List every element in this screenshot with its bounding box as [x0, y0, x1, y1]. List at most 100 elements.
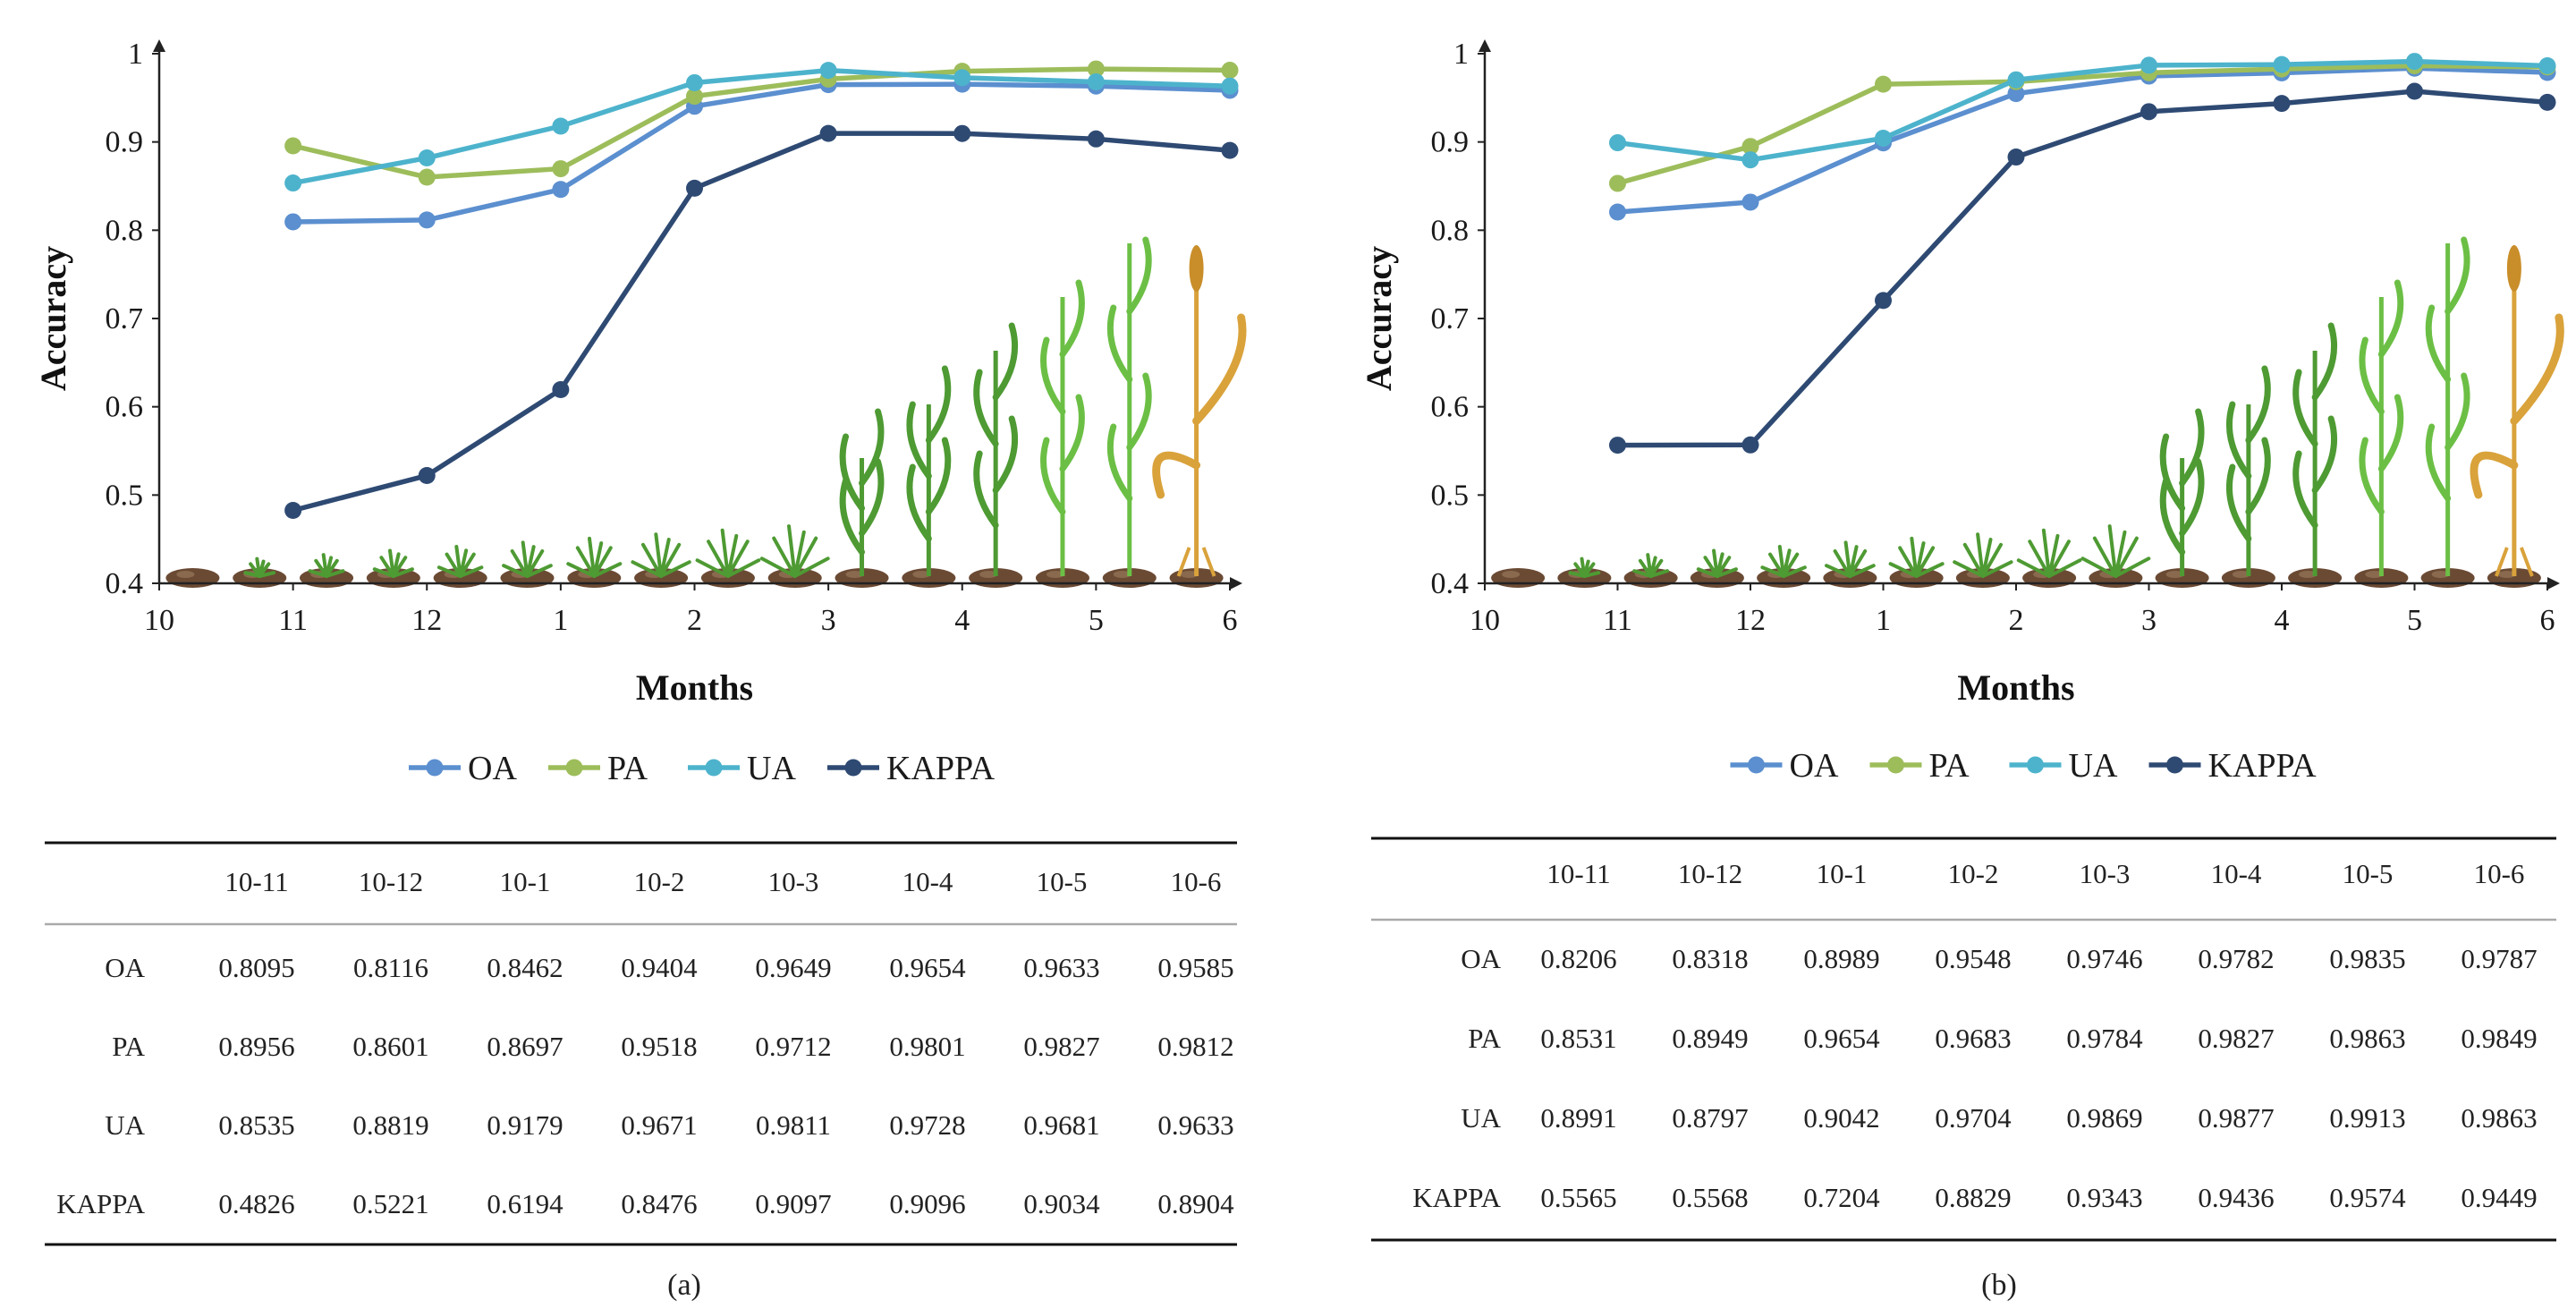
data-point-pa [1875, 75, 1892, 93]
plant-leaf-icon [859, 408, 885, 487]
table-cell: 0.8956 [218, 1031, 294, 1062]
data-point-ua [1221, 77, 1239, 95]
data-point-pa [1609, 174, 1626, 192]
table-cell: 0.7204 [1803, 1182, 1880, 1213]
soil-mound-icon [165, 568, 220, 588]
table-cell: 0.9782 [2198, 943, 2274, 974]
data-point-ua [2140, 56, 2157, 74]
x-axis-arrow-icon [1230, 577, 1242, 590]
table-cell: 0.9574 [2329, 1182, 2406, 1213]
table-column-header: 10-11 [225, 866, 288, 897]
accuracy-table: 10-11 10-12 10-1 10-2 10-3 10-4 10-5 10-6 OA 0.82… [1371, 837, 2556, 1242]
table-cell: 0.8531 [1540, 1023, 1616, 1054]
crop-growth-illustration [1491, 236, 2564, 588]
table-cell: 0.9654 [889, 952, 966, 983]
y-tick-label: 0.7 [1431, 302, 1470, 335]
data-point-kappa [2140, 103, 2157, 121]
table-column-header: 10-6 [2474, 858, 2525, 889]
table-cell: 0.4826 [218, 1188, 294, 1219]
table-column-header: 10-5 [2343, 858, 2394, 889]
plant-leaf-icon [973, 369, 999, 447]
seedling-icon [759, 524, 830, 578]
seedling-icon [2080, 524, 2151, 578]
table-column-header: 10-1 [1817, 858, 1868, 889]
table-cell: 0.5565 [1540, 1182, 1616, 1213]
legend-label-kappa: KAPPA [2208, 747, 2318, 785]
table-row-label: KAPPA [56, 1188, 145, 1219]
panel-caption: (b) [1981, 1269, 2017, 1302]
table-cell: 0.9712 [755, 1031, 831, 1062]
legend-marker-kappa [2166, 756, 2183, 774]
series-line-ua [292, 67, 1231, 186]
plant-leaf-icon [2292, 369, 2318, 447]
table-row-label: UA [1461, 1102, 1501, 1134]
x-tick-label: 10 [144, 604, 174, 637]
y-tick-label: 0.8 [1431, 214, 1470, 247]
data-point-oa [552, 181, 570, 199]
table-column-header: 10-1 [500, 866, 551, 897]
table-cell: 0.9548 [1935, 943, 2011, 974]
y-tick-label: 0.9 [106, 126, 144, 159]
table-cell: 0.8476 [621, 1188, 697, 1219]
plant-leaf-icon [992, 322, 1019, 401]
table-cell: 0.9704 [1935, 1102, 2012, 1134]
seedling-icon [1696, 548, 1738, 578]
data-point-pa [1741, 138, 1759, 156]
table-cell: 0.9683 [1935, 1023, 2011, 1054]
table-cell: 0.8819 [352, 1109, 428, 1141]
wheat-leaf-icon [1192, 313, 1247, 425]
table-cell: 0.9654 [1803, 1023, 1880, 1054]
data-point-kappa [2007, 149, 2025, 166]
plant-leaf-icon [1126, 236, 1152, 315]
x-tick-label: 11 [278, 604, 308, 637]
seedling-icon [1760, 544, 1807, 578]
plant-leaf-icon [992, 415, 1019, 494]
table-column-header: 10-4 [2211, 858, 2262, 889]
data-point-kappa [1609, 437, 1626, 454]
table-cell: 0.8535 [218, 1109, 294, 1141]
data-point-ua [2538, 57, 2556, 75]
table-cell: 0.8989 [1803, 943, 1879, 974]
y-tick-label: 0.5 [106, 479, 144, 512]
table-column-header: 10-3 [2080, 858, 2131, 889]
table-cell: 0.9863 [2329, 1023, 2405, 1054]
data-point-oa [1609, 203, 1626, 221]
y-tick-label: 1 [1453, 38, 1469, 71]
seedling-icon [1953, 532, 2013, 578]
table-column-header: 10-11 [1546, 858, 1610, 889]
data-point-kappa [2273, 95, 2291, 113]
plant-leaf-icon [2425, 423, 2452, 502]
data-point-oa [2007, 85, 2025, 103]
y-tick-label: 0.6 [1431, 391, 1470, 424]
y-tick-label: 0.4 [1431, 567, 1470, 600]
wheat-leaf-icon [2510, 313, 2564, 425]
table-cell: 0.9869 [2066, 1102, 2142, 1134]
legend-label-ua: UA [747, 750, 796, 787]
table-cell: 0.6194 [487, 1188, 564, 1219]
y-tick-label: 0.9 [1431, 126, 1470, 159]
seedling-icon [566, 536, 623, 578]
table-cell: 0.9518 [621, 1031, 697, 1062]
table-cell: 0.9436 [2198, 1182, 2274, 1213]
table-cell: 0.9096 [889, 1188, 965, 1219]
plant-leaf-icon [2225, 463, 2252, 542]
table-row-label: UA [105, 1109, 145, 1141]
x-tick-label: 5 [2407, 604, 2422, 637]
table-column-header: 10-2 [1948, 858, 1999, 889]
data-point-kappa [552, 381, 570, 399]
data-point-pa [686, 88, 703, 106]
table-row-label: PA [1468, 1023, 1501, 1054]
table-cell: 0.9835 [2329, 943, 2405, 974]
table-cell: 0.8206 [1540, 943, 1616, 974]
legend: OA PA UA KAPPA [1730, 747, 2318, 785]
plant-leaf-icon [2311, 322, 2338, 401]
table-cell: 0.9746 [2066, 943, 2142, 974]
series-pa [284, 60, 1239, 186]
x-tick-label: 11 [1603, 604, 1632, 637]
plant-leaf-icon [839, 477, 866, 556]
series-ua [284, 62, 1239, 192]
table-row-label: PA [112, 1031, 145, 1062]
table-row-label: OA [1461, 943, 1501, 974]
y-axis-title: Accuracy [1359, 246, 1399, 391]
y-axis-arrow-icon [153, 39, 165, 52]
